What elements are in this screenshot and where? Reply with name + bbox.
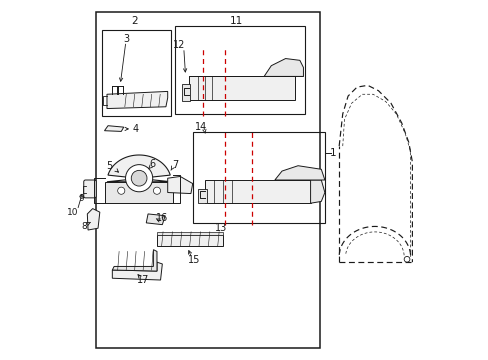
Text: 1: 1 — [329, 148, 336, 158]
Bar — [205, 180, 310, 203]
Text: 12: 12 — [172, 40, 184, 50]
Polygon shape — [112, 262, 162, 280]
Text: 15: 15 — [188, 255, 200, 265]
Polygon shape — [107, 155, 171, 182]
Circle shape — [125, 165, 152, 192]
Circle shape — [404, 256, 409, 262]
Text: 4: 4 — [132, 124, 138, 134]
Circle shape — [153, 187, 160, 194]
Text: 9: 9 — [78, 194, 83, 203]
Text: 7: 7 — [171, 160, 178, 170]
Bar — [198, 189, 206, 203]
Bar — [192, 132, 324, 223]
Bar — [157, 235, 223, 246]
Polygon shape — [107, 91, 167, 109]
Text: 6: 6 — [149, 159, 156, 169]
Polygon shape — [87, 208, 100, 230]
Bar — [175, 26, 305, 114]
Circle shape — [118, 187, 124, 194]
Bar — [102, 30, 171, 116]
Circle shape — [131, 170, 147, 186]
Text: 13: 13 — [215, 223, 227, 233]
Text: 5: 5 — [106, 161, 112, 171]
Text: 11: 11 — [229, 16, 243, 26]
Text: 3: 3 — [122, 34, 129, 44]
Polygon shape — [310, 180, 324, 203]
Text: 8: 8 — [81, 222, 87, 231]
Polygon shape — [167, 176, 192, 194]
FancyBboxPatch shape — [83, 180, 96, 198]
Text: 16: 16 — [155, 212, 167, 222]
Bar — [96, 12, 319, 348]
Polygon shape — [274, 166, 324, 180]
Text: 10: 10 — [66, 208, 78, 217]
Bar — [157, 232, 223, 235]
Text: 2: 2 — [131, 16, 138, 26]
Bar — [189, 76, 294, 100]
Bar — [182, 84, 190, 102]
Text: 17: 17 — [136, 275, 148, 285]
Polygon shape — [264, 59, 303, 76]
Text: 14: 14 — [194, 122, 206, 132]
Bar — [105, 182, 173, 203]
Polygon shape — [112, 249, 157, 271]
Polygon shape — [104, 126, 123, 131]
Polygon shape — [146, 214, 165, 225]
